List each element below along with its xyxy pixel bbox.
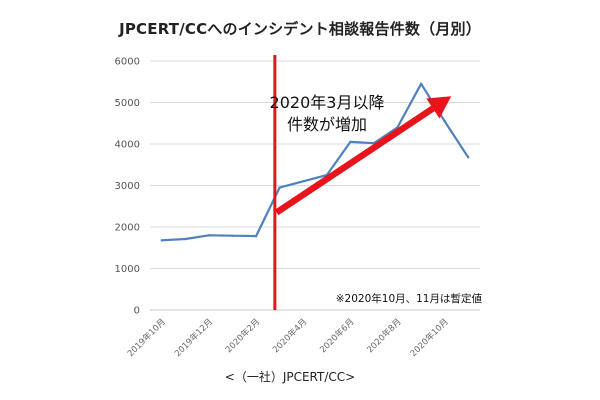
y-tick-label: 5000 — [115, 98, 140, 109]
y-tick-label: 6000 — [115, 57, 140, 68]
data-point — [184, 237, 187, 241]
data-point — [207, 234, 211, 237]
data-point — [278, 186, 281, 189]
data-point — [419, 82, 423, 86]
y-tick-label: 0 — [134, 306, 140, 317]
data-point — [349, 140, 352, 144]
x-tick-label: 2020年2月 — [223, 316, 262, 355]
y-tick-label: 4000 — [115, 140, 140, 151]
y-tick-label: 3000 — [115, 181, 140, 192]
provisional-note: ※2020年10月、11月は暫定値 — [336, 292, 483, 305]
y-tick-label: 1000 — [115, 264, 140, 275]
data-point — [467, 156, 470, 159]
x-tick-label: 2019年10月 — [125, 316, 168, 359]
source-credit: <（一社）JPCERT/CC> — [224, 370, 356, 384]
x-tick-labels: 2019年10月 2019年12月 2020年2月 2020年4月 2020年6月 202… — [125, 316, 451, 359]
x-tick-label: 2019年12月 — [172, 316, 215, 359]
x-tick-label: 2020年4月 — [270, 316, 309, 355]
data-point — [302, 180, 305, 183]
series-line-path — [161, 82, 470, 242]
x-tick-label: 2020年8月 — [365, 316, 404, 355]
y-tick-label: 2000 — [115, 223, 140, 234]
annotation-line-1: 2020年3月以降 — [270, 93, 385, 112]
trend-arrow-shaft — [274, 105, 435, 216]
trend-arrow-head — [426, 96, 452, 119]
annotation-line-2: 件数が増加 — [287, 115, 367, 134]
y-tick-labels: 0 1000 2000 3000 4000 5000 6000 — [115, 57, 140, 317]
data-point — [231, 234, 234, 237]
x-tick-label: 2020年10月 — [408, 316, 451, 359]
data-point — [443, 119, 446, 123]
data-point — [160, 239, 163, 242]
chart-title: JPCERT/CCへのインシデント相談報告件数（月別） — [119, 20, 481, 38]
data-point — [254, 234, 258, 238]
x-tick-label: 2020年6月 — [318, 316, 357, 355]
